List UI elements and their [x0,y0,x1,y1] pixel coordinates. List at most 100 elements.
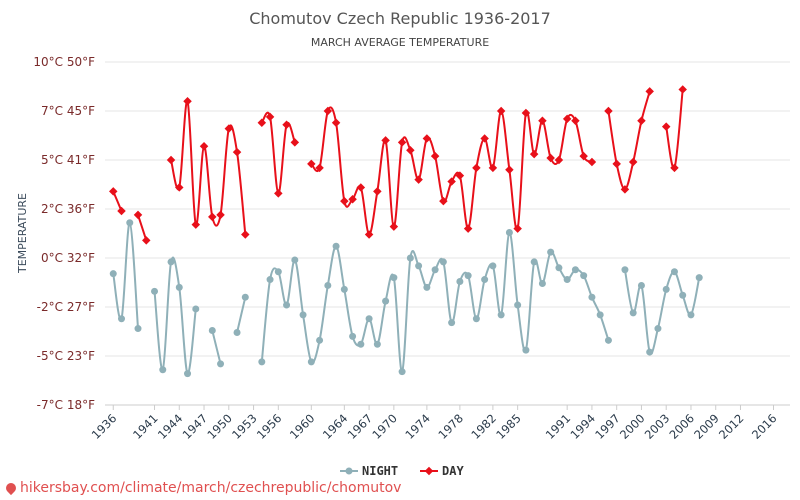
series-line-day [607,91,651,191]
data-point-day [571,116,580,126]
data-point-night [241,293,249,301]
data-point-day [348,194,357,204]
x-tick-label: 1970 [369,411,400,442]
data-point-day [340,196,349,206]
data-point-day [307,159,316,169]
data-point-day [463,224,473,233]
data-point-night [406,254,414,262]
data-point-night [291,256,299,264]
y-axis-ticks: 10°C 50°F 7°C 45°F 5°C 41°F 2°C 36°F 0°C 32°… [33,55,95,412]
x-tick-label: 2000 [617,411,648,442]
legend-marker [345,467,353,475]
data-point-night [596,311,604,319]
data-point-night [126,219,134,227]
data-point-night [679,291,687,299]
data-point-day [472,163,481,173]
x-tick-label: 1944 [155,411,186,442]
y-tick-label: 5°C 41°F [41,153,95,167]
x-tick-label: 1974 [402,411,433,442]
data-point-day [290,138,300,147]
data-point-night [580,272,588,280]
data-point-day [364,230,374,239]
y-axis-label: TEMPERATURE [16,193,29,274]
data-point-night [167,258,175,266]
chart-title: Chomutov Czech Republic 1936-2017 [249,9,551,28]
x-tick-label: 1936 [89,411,120,442]
x-tick-label: 1967 [345,411,376,442]
data-point-day [488,163,498,173]
data-point-day [604,106,613,116]
data-point-night [109,270,117,278]
data-point-night [349,332,357,340]
data-point-day [422,134,432,143]
source-text: hikersbay.com/climate/march/czechrepubli… [20,480,402,496]
data-point-day [216,210,225,220]
data-point-night [217,360,225,368]
data-point-night [563,276,571,284]
data-point-day [133,210,143,220]
legend-item-day[interactable]: DAY [420,464,464,478]
data-point-night [299,311,307,319]
data-point-day [414,175,423,184]
data-point-night [365,315,373,323]
data-point-night [481,276,489,284]
series-layer [109,85,703,378]
x-tick-label: 1978 [435,411,466,442]
data-point-day [265,112,275,122]
data-point-night [192,305,200,313]
data-point-night [522,346,530,354]
data-point-night [134,325,142,333]
data-point-day [208,212,217,222]
data-point-day [496,106,506,116]
x-tick-label: 1991 [543,411,574,442]
data-point-night [390,274,398,282]
data-point-night [184,370,192,378]
x-tick-label: 2006 [666,411,697,442]
data-point-night [646,348,654,356]
location-pin-icon [3,480,19,496]
x-tick-label: 1960 [287,411,318,442]
legend-item-night[interactable]: NIGHT [340,464,398,478]
data-point-night [629,309,637,317]
data-point-night [431,266,439,274]
y-tick-label: -5°C 23°F [37,349,95,363]
x-tick-label: 1982 [468,411,499,442]
data-point-night [332,242,340,250]
series-line-day [665,89,684,170]
source-link[interactable]: hikersbay.com/climate/march/czechrepubli… [3,480,402,496]
data-point-night [159,366,167,374]
data-point-day [183,96,192,106]
data-point-night [283,301,291,309]
x-tick-label: 1964 [320,411,351,442]
data-point-day [661,122,671,131]
legend-label: NIGHT [362,464,398,478]
series-line-night [211,330,222,365]
data-point-day [628,157,638,167]
x-tick-label: 2016 [749,411,780,442]
data-point-night [316,336,324,344]
chart-subtitle: MARCH AVERAGE TEMPERATURE [311,36,489,49]
data-point-day [645,87,654,96]
y-tick-label: 7°C 45°F [41,104,95,118]
data-point-night [266,276,274,284]
y-tick-label: 0°C 32°F [41,251,95,265]
data-point-night [654,325,662,333]
x-tick-label: 1950 [204,411,235,442]
data-point-day [480,134,489,143]
data-point-day [274,189,283,198]
data-point-night [398,368,406,376]
data-point-night [695,274,703,282]
data-point-night [621,266,629,274]
legend: NIGHT DAY [340,464,464,478]
data-point-day [315,163,324,173]
data-point-day [381,136,390,145]
data-point-day [439,196,448,206]
data-point-night [448,319,456,327]
data-point-night [233,328,241,336]
data-point-day [678,85,687,94]
data-point-day [430,151,440,161]
data-point-night [472,315,480,323]
series-line-night [260,231,610,373]
